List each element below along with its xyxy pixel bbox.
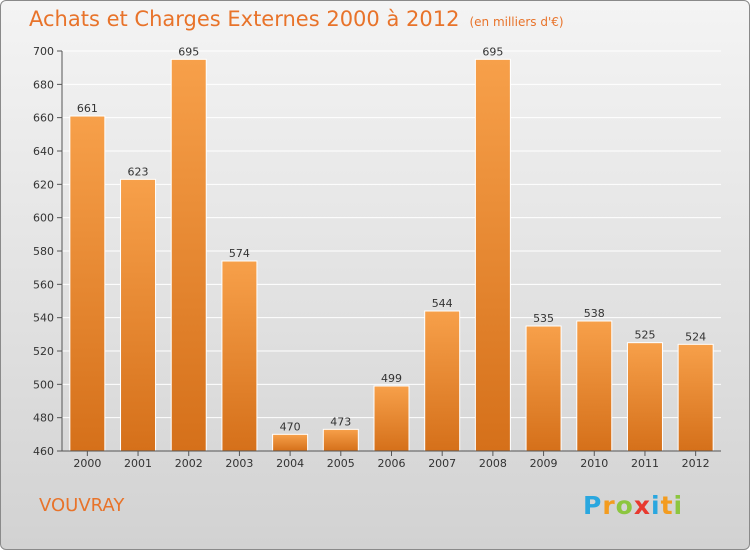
logo-letter: P xyxy=(583,491,603,520)
logo-letter: i xyxy=(651,491,661,520)
y-axis: 460 480 500 520 540 560 580 600 620 640 660 680 700 xyxy=(33,45,63,458)
x-tick-label: 2002 xyxy=(175,457,203,470)
data-label: 535 xyxy=(533,312,554,325)
data-label: 470 xyxy=(280,420,301,433)
data-label: 695 xyxy=(178,45,199,58)
bars-group: 661 623 695 574 470 473 499 544 695 535 538 525 524 xyxy=(69,45,714,452)
bar xyxy=(474,58,511,452)
data-label: 661 xyxy=(77,102,98,115)
y-tick-label: 460 xyxy=(33,445,54,458)
bar xyxy=(525,325,562,452)
x-tick-label: 2011 xyxy=(631,457,659,470)
logo-letter: t xyxy=(660,491,674,520)
data-label: 574 xyxy=(229,247,250,260)
x-tick-label: 2003 xyxy=(225,457,253,470)
y-tick-label: 640 xyxy=(33,145,54,158)
y-tick-label: 520 xyxy=(33,345,54,358)
bar xyxy=(221,260,258,452)
x-tick-label: 2008 xyxy=(479,457,507,470)
x-tick-label: 2004 xyxy=(276,457,304,470)
y-tick-label: 540 xyxy=(33,312,54,325)
bar xyxy=(272,433,309,452)
data-label: 524 xyxy=(685,330,706,343)
y-tick-label: 680 xyxy=(33,78,54,91)
location-name: VOUVRAY xyxy=(39,495,125,516)
y-tick-label: 500 xyxy=(33,378,54,391)
y-tick-label: 580 xyxy=(33,245,54,258)
logo-letter: r xyxy=(602,491,616,520)
bar xyxy=(626,342,663,452)
bar xyxy=(576,320,613,452)
bar xyxy=(373,385,410,452)
data-label: 499 xyxy=(381,372,402,385)
x-tick-label: 2001 xyxy=(124,457,152,470)
logo-letter: o xyxy=(615,491,634,520)
bar xyxy=(322,428,359,452)
data-label: 623 xyxy=(128,165,149,178)
data-label: 544 xyxy=(432,297,453,310)
data-label: 538 xyxy=(584,307,605,320)
logo-letter: x xyxy=(633,491,651,520)
x-tick-label: 2009 xyxy=(530,457,558,470)
bar xyxy=(424,310,461,452)
chart-unit: (en milliers d'€) xyxy=(469,15,564,29)
bar xyxy=(69,115,106,452)
x-axis: 2000 2001 2002 2003 2004 2005 2006 2007 2008 2009… xyxy=(62,450,721,470)
x-tick-label: 2012 xyxy=(682,457,710,470)
logo-letter: i xyxy=(673,491,684,520)
y-tick-label: 700 xyxy=(33,45,54,58)
bar xyxy=(170,58,207,452)
y-tick-label: 480 xyxy=(33,412,54,425)
x-tick-label: 2005 xyxy=(327,457,355,470)
y-tick-label: 600 xyxy=(33,212,54,225)
bar xyxy=(120,178,157,452)
y-tick-label: 560 xyxy=(33,278,54,291)
y-tick-label: 620 xyxy=(33,178,54,191)
chart-title-text: Achats et Charges Externes 2000 à 2012 xyxy=(29,7,460,31)
x-tick-label: 2000 xyxy=(73,457,101,470)
x-tick-label: 2010 xyxy=(580,457,608,470)
x-tick-label: 2006 xyxy=(378,457,406,470)
bar xyxy=(677,343,714,452)
x-tick-label: 2007 xyxy=(428,457,456,470)
y-tick-label: 660 xyxy=(33,112,54,125)
data-label: 695 xyxy=(482,45,503,58)
chart-title: Achats et Charges Externes 2000 à 2012 (e… xyxy=(29,7,564,31)
data-label: 525 xyxy=(634,329,655,342)
proxiti-logo: Proxiti xyxy=(583,491,683,520)
data-label: 473 xyxy=(330,415,351,428)
